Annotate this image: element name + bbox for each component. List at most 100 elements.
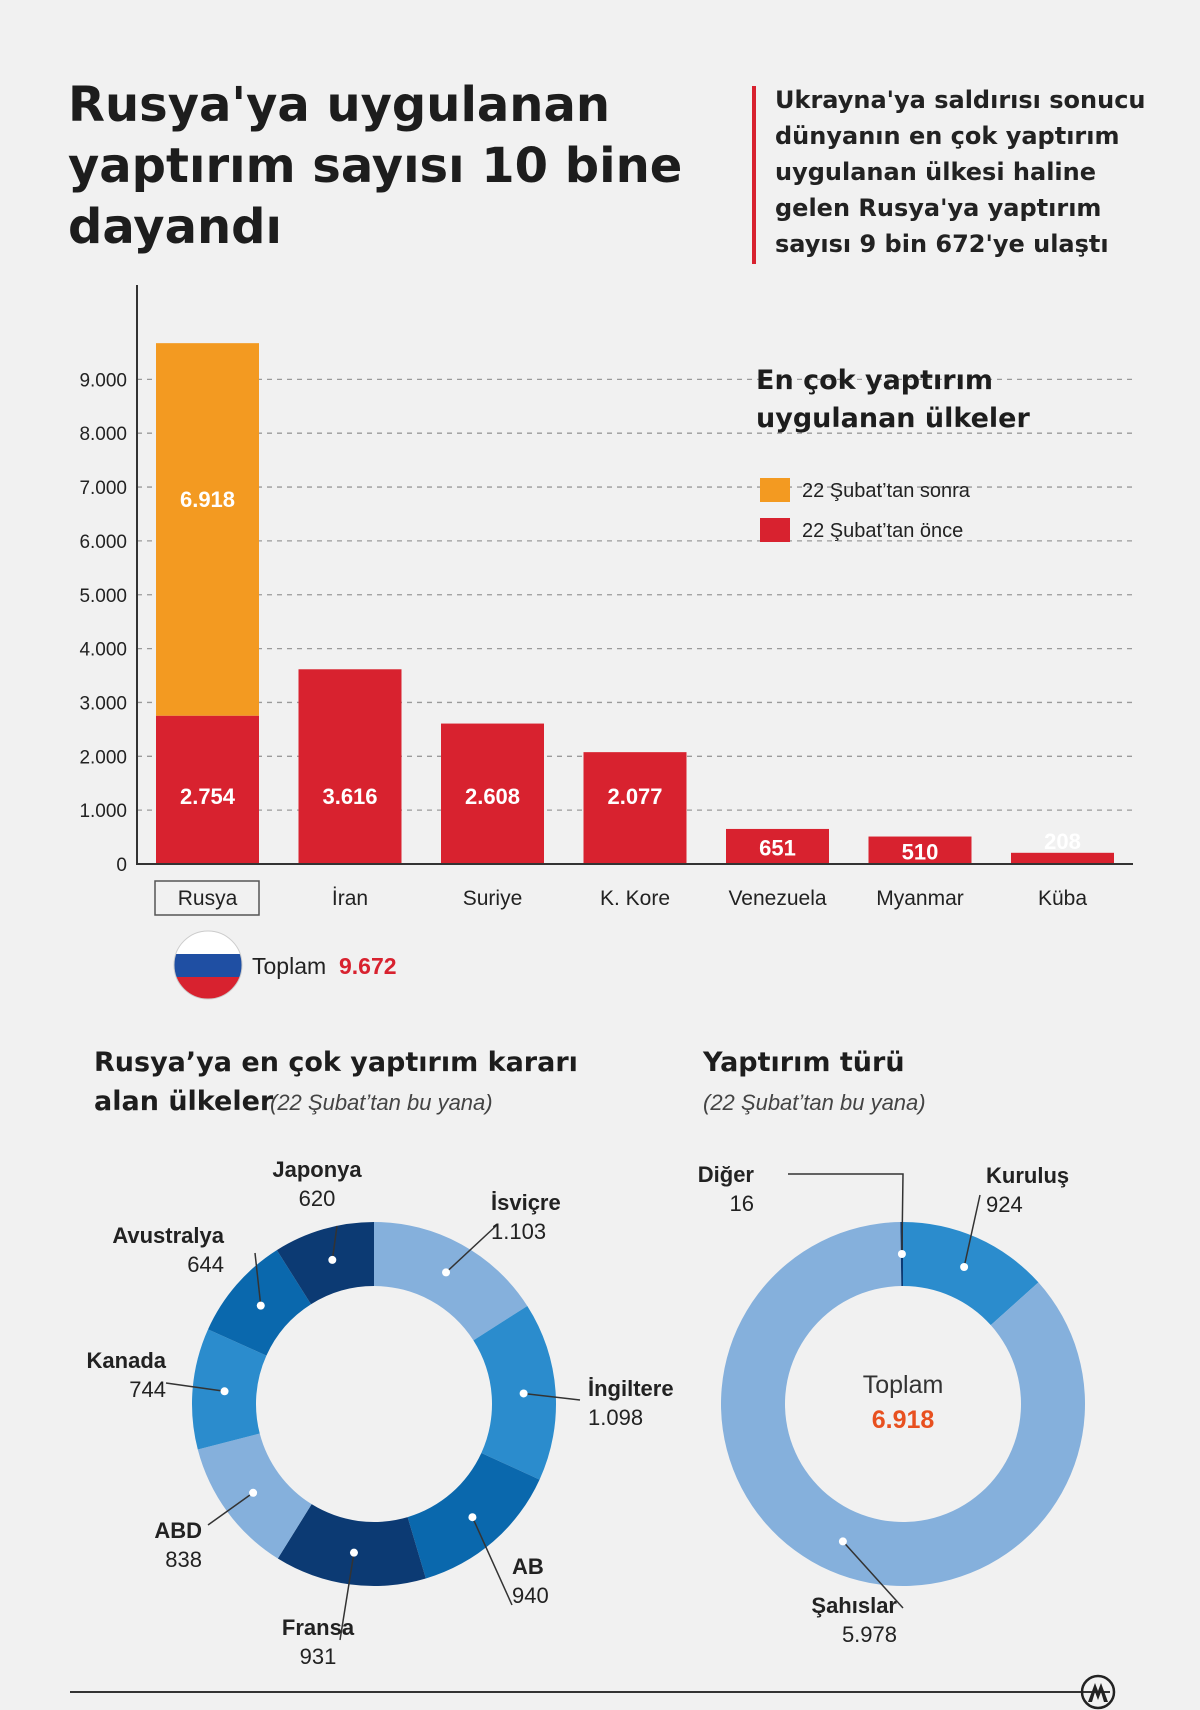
slice-marker	[897, 1250, 906, 1259]
legend-swatch	[760, 478, 790, 502]
slice-marker	[249, 1488, 258, 1497]
x-tick-label: İran	[332, 887, 368, 910]
bar-value-label: 6.918	[180, 487, 235, 512]
bar-value-label: 2.608	[465, 784, 520, 809]
slice-marker	[256, 1301, 265, 1310]
slice-value: 5.978	[842, 1622, 897, 1647]
x-tick-label: Rusya	[178, 887, 238, 910]
intro-text: Ukrayna'ya saldırısı sonucu dünyanın en …	[775, 86, 1146, 258]
slice-label: Kuruluş	[986, 1163, 1069, 1188]
slice-marker	[328, 1255, 337, 1264]
slice-marker	[960, 1263, 969, 1272]
slice-label: AB	[512, 1554, 544, 1579]
intro-accent-bar	[752, 86, 756, 264]
bar	[726, 828, 829, 864]
pie2-center-value: 6.918	[872, 1406, 935, 1434]
slice-marker	[838, 1537, 847, 1546]
y-tick-label: 3.000	[79, 693, 127, 714]
total-value: 9.672	[339, 953, 397, 979]
donut-countries: İsviçre 1.103 İngiltere 1.098 AB 940 Fransa 931…	[87, 1157, 674, 1669]
bar	[156, 715, 259, 864]
slice-label: Fransa	[282, 1615, 355, 1640]
y-tick-label: 0	[116, 855, 127, 876]
slice-marker	[468, 1513, 477, 1522]
slice-marker	[519, 1389, 528, 1398]
bar-legend-title-2: uygulanan ülkeler	[756, 403, 1030, 434]
leader-line	[788, 1173, 904, 1255]
slice-value: 1.103	[491, 1219, 546, 1244]
donut-slice	[277, 1504, 426, 1586]
y-tick-label: 6.000	[79, 532, 127, 553]
slice-marker	[349, 1548, 358, 1557]
donut-slice	[721, 1222, 1085, 1586]
legend-label: 22 Şubat’tan sonra	[802, 480, 971, 502]
slice-label: Diğer	[698, 1162, 755, 1187]
bar	[441, 723, 544, 864]
slice-label: Japonya	[272, 1157, 362, 1182]
slice-value: 940	[512, 1583, 549, 1608]
x-tick-label: Küba	[1038, 887, 1087, 910]
y-tick-label: 2.000	[79, 747, 127, 768]
bar-y-axis-ticks: 0 1.000 2.000 3.000 4.000 5.000 6.000 7.000 8.00…	[79, 370, 127, 876]
donut-types: Kuruluş 924 Şahıslar 5.978 Diğer 16	[698, 1162, 1085, 1647]
page-title: Rusya'ya uygulanan yaptırım sayısı 10 bi…	[68, 77, 683, 255]
slice-value: 924	[986, 1192, 1023, 1217]
footer-rule	[70, 1691, 1110, 1693]
russia-flag-icon	[173, 930, 243, 1000]
legend-swatch	[760, 518, 790, 542]
bar-value-label: 510	[902, 839, 939, 864]
leader-line	[963, 1194, 981, 1268]
bar	[583, 752, 687, 864]
pie1-title-1: Rusya’ya en çok yaptırım kararı	[94, 1047, 578, 1078]
leader-line	[339, 1552, 355, 1641]
y-tick-label: 1.000	[79, 801, 127, 822]
bar-gridlines	[137, 378, 1133, 811]
leader-line	[471, 1516, 513, 1606]
leader-line	[842, 1540, 904, 1609]
y-tick-label: 8.000	[79, 424, 127, 445]
pie2-center-label: Toplam	[863, 1371, 944, 1399]
x-tick-label: Venezuela	[728, 887, 826, 910]
bar-value-label: 2.077	[607, 784, 662, 809]
pie2-subtitle: (22 Şubat’tan bu yana)	[703, 1090, 926, 1115]
bar-categories: Rusya İran Suriye K. Kore Venezuela Myanmar Kü…	[178, 887, 1088, 910]
pie2-title: Yaptırım türü	[702, 1047, 905, 1078]
x-tick-label: Suriye	[463, 887, 523, 910]
x-tick-label: Myanmar	[876, 887, 964, 910]
donut-slice	[374, 1222, 528, 1341]
slice-label: İsviçre	[491, 1190, 561, 1215]
slice-value: 838	[165, 1547, 202, 1572]
legend-label: 22 Şubat’tan önce	[802, 520, 963, 542]
donut-slice	[192, 1329, 267, 1450]
bar-value-label: 3.616	[322, 784, 377, 809]
leader-line	[254, 1252, 262, 1306]
y-tick-label: 7.000	[79, 478, 127, 499]
pie1-subtitle: (22 Şubat’tan bu yana)	[270, 1090, 493, 1115]
leader-line	[523, 1392, 581, 1401]
bar-series: 2.754 6.918 3.616 2.608 2.077 651 510 208	[156, 343, 1114, 864]
bar	[868, 836, 972, 864]
aa-logo-icon	[1080, 1674, 1116, 1710]
slice-label: Avustralya	[112, 1223, 224, 1248]
bar-legend-title-1: En çok yaptırım	[756, 365, 993, 396]
x-tick-label: K. Kore	[600, 887, 670, 910]
slice-value: 1.098	[588, 1405, 643, 1430]
bar	[298, 669, 402, 864]
slice-marker	[442, 1268, 451, 1277]
slice-value: 931	[300, 1644, 337, 1669]
slice-value: 620	[299, 1186, 336, 1211]
slice-value: 744	[129, 1377, 166, 1402]
total-label: Toplam	[252, 953, 326, 979]
leader-line	[331, 1225, 338, 1261]
bar	[1011, 852, 1114, 864]
donut-slice	[276, 1222, 374, 1305]
slice-label: İngiltere	[588, 1376, 674, 1401]
slice-marker	[220, 1387, 229, 1396]
leader-line	[207, 1492, 254, 1526]
slice-value: 644	[187, 1252, 224, 1277]
y-tick-label: 9.000	[79, 370, 127, 391]
highlight-box	[154, 880, 260, 916]
slice-value: 16	[730, 1191, 754, 1216]
leader-line	[445, 1224, 498, 1273]
